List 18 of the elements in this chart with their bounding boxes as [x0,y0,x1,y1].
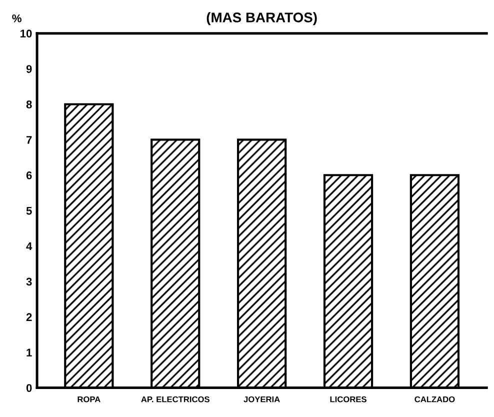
x-tick-label: CALZADO [414,396,455,402]
x-tick-label: ROPA [78,396,100,402]
y-tick-label: 10 [20,30,32,38]
y-tick-label: 0 [26,384,32,392]
y-tick-label: 2 [26,313,32,321]
y-tick-label: 9 [26,65,32,73]
y-tick-label: 6 [26,171,32,180]
x-tick-label: AP. ELECTRICOS [141,396,210,402]
y-tick-label: 3 [26,278,32,286]
y-tick-label: 1 [26,348,32,356]
y-tick-label: 8 [26,100,32,108]
y-tick-label: 4 [26,242,32,250]
y-tick-label: 5 [26,206,32,215]
chart-title: (MAS BARATOS) [206,12,317,26]
y-tick-label: 7 [26,136,32,144]
x-tick-label: JOYERIA [244,396,280,402]
x-tick-label: LICORES [330,396,366,402]
y-axis-title: % [12,14,22,22]
